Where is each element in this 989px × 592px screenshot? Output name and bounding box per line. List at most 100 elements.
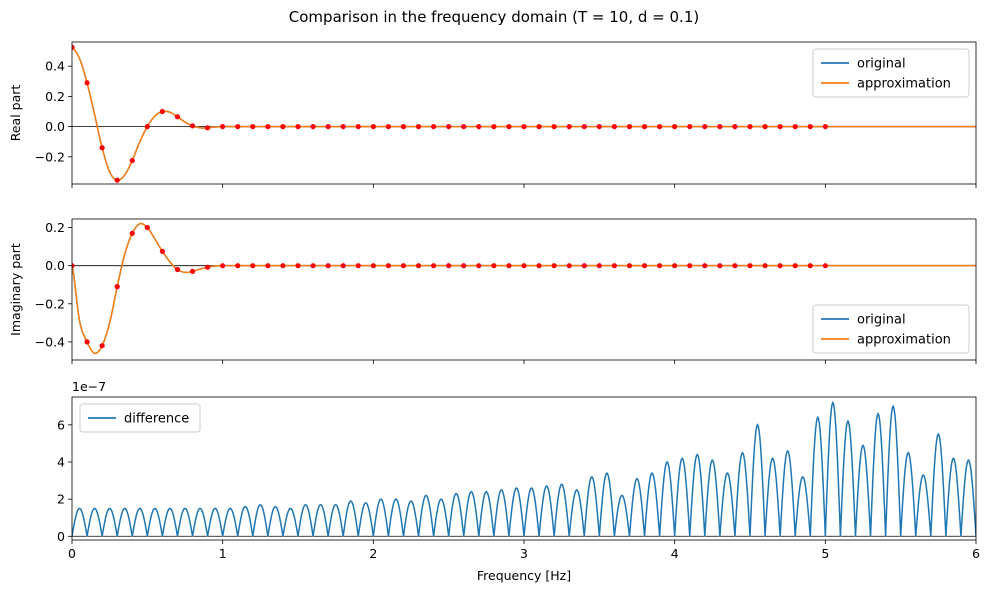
sample-point: [189, 123, 196, 129]
y-tick-label: −0.4: [35, 334, 65, 349]
sample-point: [355, 123, 361, 130]
sample-point: [641, 263, 648, 269]
sample-point: [325, 123, 331, 130]
y-tick-label: 0.0: [45, 258, 65, 273]
sample-point: [792, 263, 798, 269]
sample-point: [265, 263, 271, 269]
sample-point: [415, 263, 422, 269]
sample-point: [491, 123, 497, 130]
sample-point: [174, 266, 181, 273]
y-tick-label: −0.2: [35, 149, 65, 164]
sample-point: [536, 123, 542, 130]
sample-point: [792, 123, 798, 130]
sample-point: [446, 123, 452, 130]
sample-point: [280, 263, 286, 269]
legend-box: [79, 403, 201, 433]
sample-point: [220, 123, 226, 130]
sample-point: [250, 263, 256, 269]
sample-point: [325, 263, 331, 269]
sample-point: [717, 263, 723, 269]
sample-point: [370, 263, 376, 269]
sample-point: [370, 123, 376, 130]
sample-point: [581, 123, 587, 130]
y-tick-label: 2: [57, 492, 65, 507]
sample-point: [521, 123, 527, 130]
sample-point: [205, 264, 211, 270]
sample-point: [641, 123, 648, 130]
sample-point: [611, 263, 618, 269]
plot-area: [72, 400, 976, 537]
legend: original approximation: [812, 48, 970, 98]
sample-point: [72, 44, 75, 50]
sample-point: [400, 123, 407, 130]
figure-title: Comparison in the frequency domain (T = …: [289, 8, 699, 26]
sample-point: [777, 263, 783, 269]
sample-point: [99, 343, 105, 349]
y-tick-label: 0.2: [45, 89, 65, 104]
sample-point: [626, 263, 633, 269]
legend-box: [812, 304, 970, 354]
sample-point: [536, 263, 542, 269]
sample-point: [295, 123, 301, 130]
panel-top: −0.2 0.0 0.2 0.4 Real part original approximat…: [8, 41, 977, 188]
sample-point: [626, 123, 633, 130]
x-tick-label: 5: [821, 546, 829, 561]
sample-point: [551, 263, 557, 269]
sample-point: [385, 263, 391, 269]
sample-point: [400, 263, 407, 269]
sample-point: [415, 123, 422, 130]
y-tick-label: 6: [57, 417, 65, 432]
sample-point: [385, 123, 391, 130]
legend-label: approximation: [857, 333, 951, 348]
sample-point: [717, 123, 723, 130]
sample-point: [265, 123, 271, 130]
sample-point: [672, 263, 678, 269]
panels: −0.2 0.0 0.2 0.4 Real part original approximat…: [8, 41, 980, 583]
x-tick-label: 2: [369, 546, 377, 561]
x-tick-label: 0: [68, 546, 76, 561]
sample-point: [144, 224, 150, 231]
sample-point: [476, 263, 482, 269]
legend: original approximation: [812, 304, 970, 354]
sample-point: [506, 263, 512, 269]
sample-point: [687, 123, 693, 130]
sample-point: [657, 263, 663, 269]
y-tick-label: 0: [57, 529, 65, 544]
sample-point: [566, 123, 572, 130]
y-tick-label: 0.2: [45, 220, 65, 235]
sample-point: [566, 263, 572, 269]
sample-point: [280, 123, 286, 130]
sample-point: [551, 123, 557, 130]
sample-point: [159, 248, 165, 254]
sample-point: [310, 123, 316, 130]
y-tick-label: 0.0: [45, 119, 65, 134]
sample-point: [340, 123, 346, 130]
series-line-difference: [72, 400, 976, 537]
legend-label: difference: [124, 412, 189, 427]
sample-point: [747, 263, 753, 269]
sample-point: [446, 263, 452, 269]
sample-point: [762, 263, 768, 269]
sample-point: [129, 157, 135, 164]
sample-point: [159, 108, 165, 115]
legend: difference: [79, 403, 201, 433]
sample-point: [506, 123, 512, 130]
sample-point: [114, 177, 120, 183]
sample-point: [476, 123, 482, 130]
sample-point: [491, 263, 497, 269]
sample-point: [99, 145, 105, 151]
sample-point: [250, 123, 256, 130]
sample-point: [732, 123, 738, 130]
sample-point: [807, 263, 813, 269]
y-tick-label: 4: [57, 455, 65, 470]
sample-point: [732, 263, 738, 269]
sample-point: [295, 263, 301, 269]
sample-point: [672, 123, 678, 130]
panel-bottom: 1e−7 0 1 2 3 4 5 6 0 2 4 6 Frequency [Hz] difference: [57, 379, 980, 583]
sample-point: [777, 123, 783, 130]
legend-label: approximation: [857, 77, 951, 92]
sample-point: [235, 263, 241, 269]
y-axis-label: Imaginary part: [8, 243, 23, 336]
y-offset-label: 1e−7: [72, 379, 106, 394]
